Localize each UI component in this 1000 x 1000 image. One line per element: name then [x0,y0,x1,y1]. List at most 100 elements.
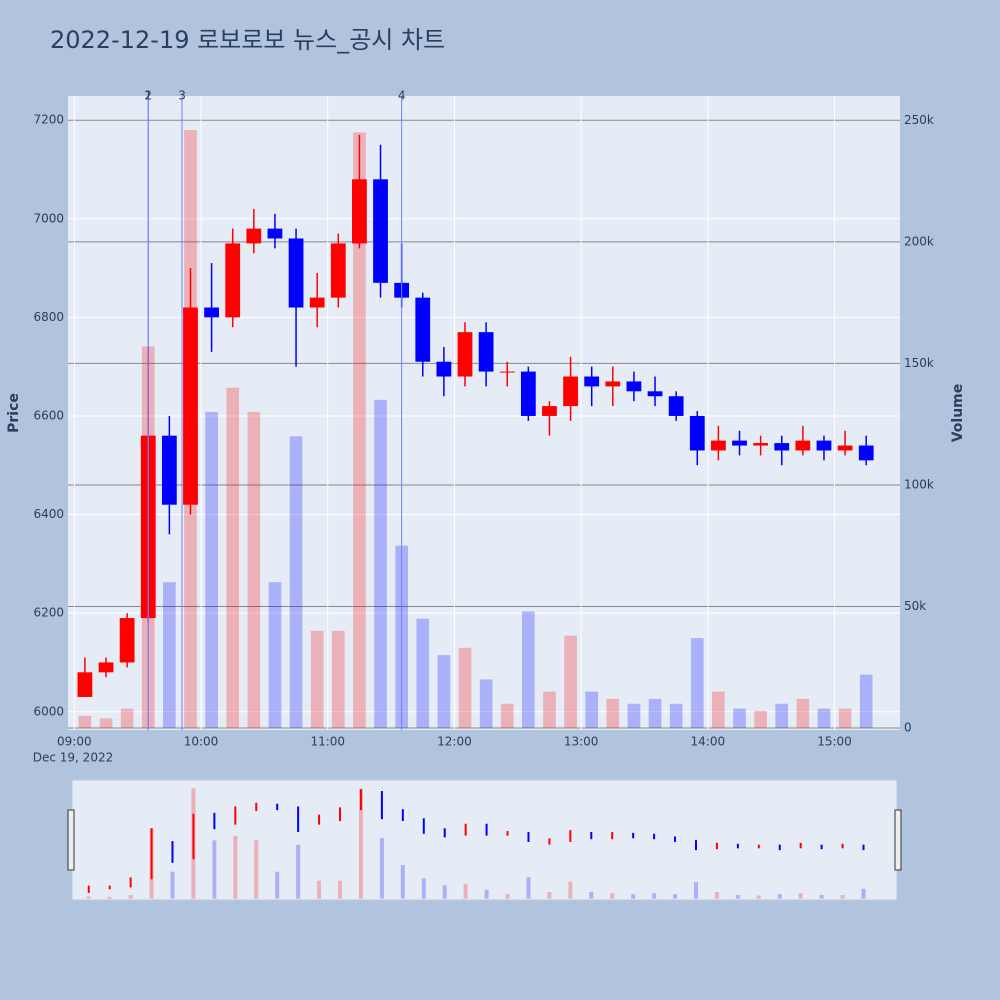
candle-body [858,445,874,461]
y-tick-label: 6400 [33,507,64,521]
candle-body [288,238,304,308]
x-tick-label: 13:00 [564,735,599,749]
y-tick-label: 6600 [33,408,64,422]
slider-volume-bar [756,895,761,899]
slider-volume-bar [233,835,238,899]
volume-bar [247,412,261,729]
y-tick-label: 6800 [33,310,64,324]
slider-volume-bar [107,896,112,899]
candle-body [98,662,114,673]
volume-bar [226,387,240,729]
volume-bar [331,630,345,729]
candle-body [119,618,135,663]
slider-volume-bar [379,838,384,899]
chart-title: 2022-12-19 로보로보 뉴스_공시 차트 [50,26,445,54]
volume-bar [289,436,303,729]
slider-volume-bar [317,880,322,899]
candle-body [225,243,241,318]
annotation-label: 3 [178,89,186,103]
candle-body [499,371,515,373]
volume-bar [754,711,767,729]
y-tick-label: 7000 [33,211,64,225]
slider-volume-bar [275,871,280,899]
candle-body [457,332,473,377]
candle-body [732,440,747,446]
slider-volume-bar [484,889,489,899]
slider-volume-bar [735,895,740,899]
volume-bar [817,708,831,729]
slider-volume-bar [128,895,133,899]
annotation-label: 1 [144,89,152,103]
y-tick-label: 6000 [33,704,64,718]
slider-volume-bar [212,840,217,899]
slider-volume-bar [526,877,531,899]
range-slider[interactable] [71,779,898,901]
candle-body [478,332,494,372]
volume-bar [479,679,493,729]
y-tick-label: 6200 [33,606,64,620]
slider-volume-bar [652,893,657,899]
y2-tick-label: 50k [904,599,926,613]
volume-bar [564,635,577,729]
candle-body [647,391,663,397]
volume-bar [648,698,662,729]
volume-bar [796,698,810,729]
candle-body [246,228,262,244]
slider-volume-bar [714,891,719,899]
slider-volume-bar [170,871,175,899]
y2-tick-label: 250k [904,113,934,127]
slider-volume-bar [547,891,552,899]
volume-bar [416,618,430,729]
slider-volume-bar [338,880,343,899]
volume-bar [606,698,620,729]
y2-tick-label: 150k [904,356,934,370]
volume-bar [437,655,451,729]
plot-area [68,96,900,730]
candle-body [795,440,811,451]
candle-body [309,297,325,308]
slider-volume-bar [254,840,259,899]
volume-bar [690,638,704,729]
candle-body [77,672,93,697]
slider-volume-bar [777,894,782,899]
volume-bar [585,691,599,729]
slider-volume-bar [86,896,91,899]
candle-body [415,297,431,362]
slider-volume-bar [463,883,468,899]
x-tick-label: 10:00 [184,735,219,749]
x-tick-label: 14:00 [691,735,726,749]
range-slider-layer [86,788,866,899]
volume-bar [712,691,725,729]
candle-body [689,415,705,451]
candle-body [711,440,726,451]
slider-volume-bar [673,894,678,899]
volume-bar [859,674,873,729]
candle-body [774,443,790,451]
candle-body [753,443,769,446]
candle-body [183,307,198,505]
slider-volume-bar [840,895,845,899]
x-tick-label: 09:00 [57,735,92,749]
range-handle-right[interactable] [894,809,902,871]
slider-volume-bar [861,888,866,899]
volume-bar [268,582,282,729]
candle-body [373,179,388,283]
slider-volume-bar [400,864,405,899]
slider-volume-bar [589,891,594,899]
slider-volume-bar [442,885,447,899]
volume-bar [669,703,683,729]
volume-bar [500,703,514,729]
y2-tick-label: 0 [904,721,912,735]
slider-volume-bar [568,881,573,899]
candle-body [542,406,557,416]
range-handle-left[interactable] [67,809,75,871]
slider-volume-bar [631,894,636,899]
volume-bar [78,715,92,729]
candle-body [330,243,346,298]
x-tick-label: 12:00 [437,735,472,749]
annotation-label: 2 [144,89,152,103]
candle-body [352,179,367,244]
volume-bar [775,703,789,729]
volume-bar [120,708,134,729]
